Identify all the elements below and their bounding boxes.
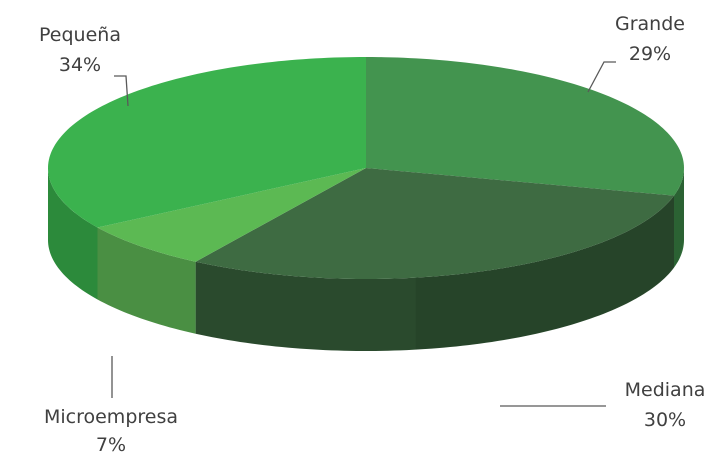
leader-line-grande xyxy=(587,61,616,93)
pie-side-microempresa xyxy=(97,227,196,334)
pie-slice-mediana xyxy=(195,168,675,279)
pie-side-walls xyxy=(48,168,684,351)
label-pequena-name: Pequeña xyxy=(39,24,121,46)
leader-line-pequena xyxy=(114,75,129,107)
pie-slice-microempresa xyxy=(97,168,366,262)
pie-side-shade xyxy=(415,168,684,350)
label-microempresa-name: Microempresa xyxy=(44,406,178,428)
pie-slice-grande xyxy=(366,57,684,196)
label-microempresa-value: 7% xyxy=(96,434,126,456)
label-mediana-value: 30% xyxy=(644,409,686,431)
pie-side-mediana xyxy=(195,195,675,351)
pie-side-grande xyxy=(674,168,684,268)
label-pequena-value: 34% xyxy=(59,54,101,76)
label-mediana-name: Mediana xyxy=(625,379,706,401)
label-grande-value: 29% xyxy=(629,43,671,65)
pie-side-pequena xyxy=(48,168,98,300)
label-grande-name: Grande xyxy=(615,13,685,35)
